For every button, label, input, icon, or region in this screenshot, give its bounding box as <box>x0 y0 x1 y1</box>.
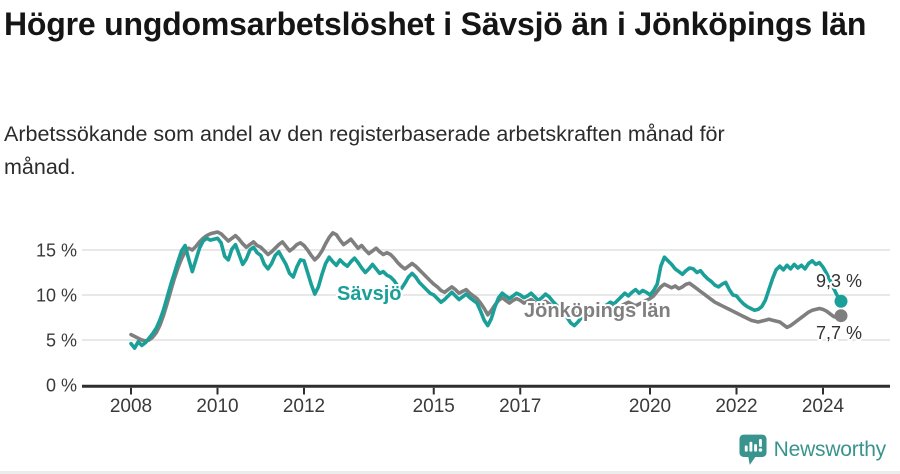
series-label-jonkopings-lan: Jönköpings län <box>524 300 671 322</box>
x-axis-tick-label: 2015 <box>413 396 455 417</box>
y-axis-tick-label: 5 % <box>46 331 77 351</box>
bottom-divider <box>0 471 900 474</box>
x-axis-tick-label: 2017 <box>499 396 541 417</box>
series-end-dots <box>834 294 848 323</box>
y-axis-tick-label: 15 % <box>36 241 77 261</box>
end-dot-savsjo <box>834 294 848 308</box>
x-axis-tick-label: 2024 <box>802 396 845 417</box>
series-lines <box>129 230 843 350</box>
x-axis-tick-label: 2008 <box>110 396 152 417</box>
x-axis-tick-label: 2020 <box>629 396 671 417</box>
y-axis-tick-label: 10 % <box>36 286 77 306</box>
chart-subtitle: Arbetssökande som andel av den registerb… <box>4 122 725 180</box>
line-jonkopings-lan <box>129 230 843 343</box>
end-value-savsjo: 9,3 % <box>816 271 862 291</box>
series-label-savsjo: Sävsjö <box>337 283 401 305</box>
end-value-jonkopings-lan: 7,7 % <box>816 323 862 343</box>
gridlines: 0 % 5 % 10 % 15 % <box>36 241 890 396</box>
line-savsjo <box>129 236 843 350</box>
chart-title: Högre ungdomsarbetslöshet i Sävsjö än i … <box>4 6 867 42</box>
newsworthy-logo[interactable]: Newsworthy <box>739 434 886 466</box>
end-dot-jonkopings-lan <box>834 309 848 323</box>
x-axis-tick-label: 2010 <box>196 396 238 417</box>
newsworthy-bars-icon <box>739 434 767 465</box>
y-axis-tick-label: 0 % <box>46 376 77 396</box>
x-axis: 2008 2010 2012 2015 2017 2020 2022 2024 <box>82 384 890 417</box>
x-axis-tick-label: 2022 <box>715 396 757 417</box>
x-axis-tick-label: 2012 <box>283 396 325 417</box>
newsworthy-wordmark: Newsworthy <box>773 438 887 461</box>
